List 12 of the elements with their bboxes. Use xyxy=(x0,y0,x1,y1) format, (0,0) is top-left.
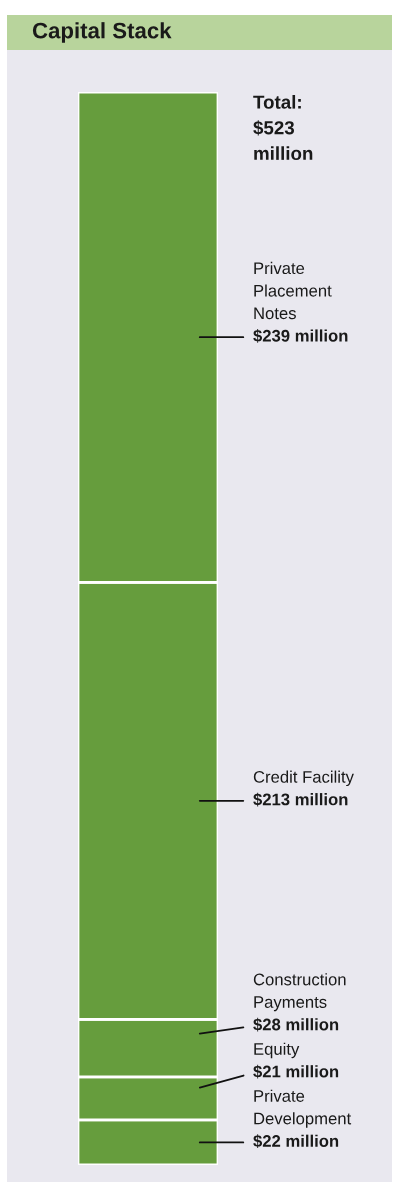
text: Equity xyxy=(254,1042,300,1059)
data-label: $28 million xyxy=(253,1017,339,1032)
chart-title: Capital Stack xyxy=(32,22,172,43)
total-label: Total: $523 million xyxy=(253,95,313,161)
data-label: $239 million xyxy=(253,329,348,343)
text: Construction Payments xyxy=(253,973,346,1012)
data-label: $21 million xyxy=(253,1064,339,1079)
data-label: $213 million xyxy=(253,792,348,807)
data-label: $22 million xyxy=(253,1134,339,1148)
text: Private Placement Notes xyxy=(254,261,332,320)
text: Credit Facility xyxy=(253,770,354,787)
text: Private Development xyxy=(254,1089,352,1128)
